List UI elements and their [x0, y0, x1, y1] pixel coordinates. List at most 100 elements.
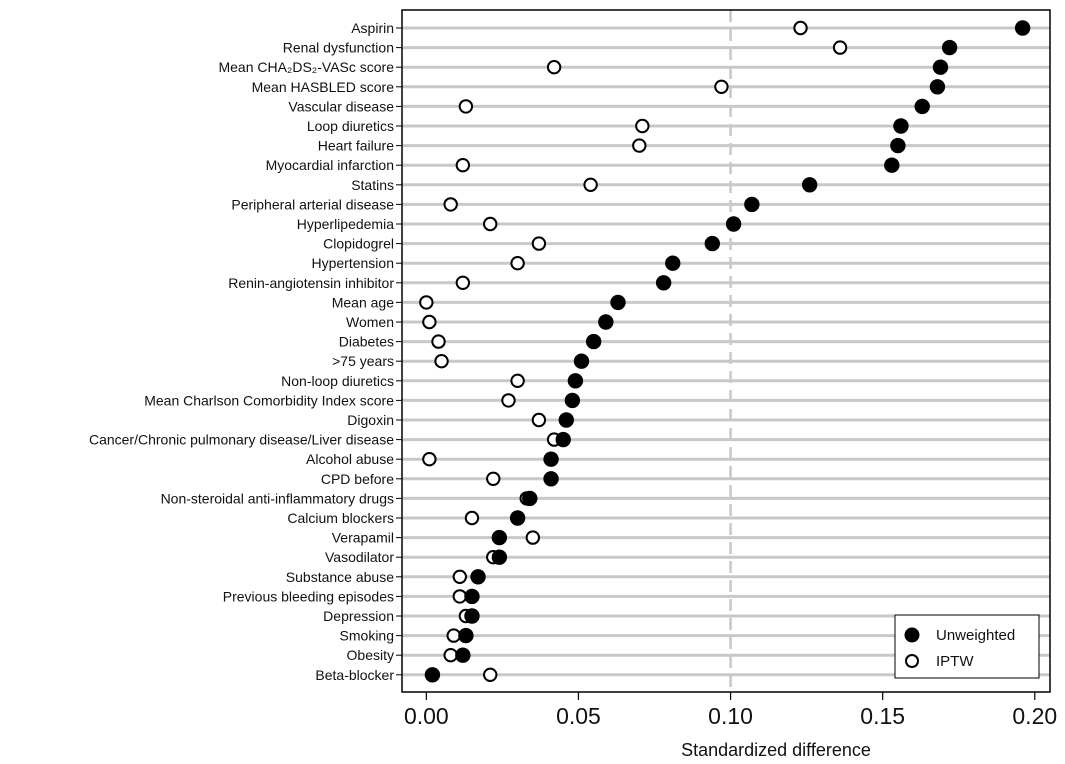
x-tick-label: 0.00: [404, 703, 449, 729]
point-unweighted: [558, 412, 574, 428]
y-tick-label: Renal dysfunction: [283, 40, 394, 56]
point-unweighted: [1014, 20, 1031, 36]
point-iptw: [422, 452, 437, 467]
point-iptw: [483, 216, 498, 232]
point-iptw: [635, 118, 650, 134]
y-tick-label: Cancer/Chronic pulmonary disease/Liver d…: [89, 432, 394, 448]
point-unweighted: [464, 608, 480, 624]
point-unweighted: [555, 431, 571, 448]
point-unweighted: [522, 490, 538, 507]
point-unweighted: [655, 275, 672, 291]
point-iptw: [452, 569, 468, 584]
y-tick-label: Women: [346, 314, 394, 330]
point-unweighted: [914, 98, 930, 115]
y-tick-label: Mean CHA₂DS₂-VASc score: [218, 59, 394, 75]
point-iptw: [531, 412, 547, 428]
point-iptw: [434, 354, 449, 369]
point-iptw: [714, 79, 729, 95]
point-iptw: [501, 393, 516, 408]
point-iptw: [419, 295, 434, 310]
point-unweighted: [573, 353, 590, 369]
point-iptw: [546, 59, 562, 75]
x-axis-label: Standardized difference: [681, 740, 871, 760]
y-tick-label: Aspirin: [351, 20, 394, 36]
point-unweighted: [893, 118, 909, 134]
point-unweighted: [509, 510, 526, 526]
y-tick-label: >75 years: [332, 353, 394, 369]
legend-box: [894, 614, 1040, 679]
y-tick-label: Digoxin: [347, 412, 394, 428]
point-unweighted: [929, 79, 946, 95]
point-unweighted: [665, 255, 681, 271]
y-tick-label: Loop diuretics: [307, 118, 394, 134]
point-iptw: [832, 40, 848, 55]
point-iptw: [632, 138, 647, 153]
point-iptw: [483, 667, 498, 682]
point-unweighted: [941, 39, 958, 56]
y-tick-label: Substance abuse: [286, 569, 394, 585]
y-tick-label: Vasodilator: [325, 549, 394, 565]
y-tick-label: Smoking: [340, 628, 394, 644]
y-tick-label: Myocardial infarction: [266, 157, 394, 173]
x-axis: 0.00 0.05 0.10 0.15 0.20: [404, 692, 1057, 729]
y-tick-labels: Aspirin Renal dysfunction Mean CHA₂DS₂-VAS…: [89, 20, 402, 683]
point-unweighted: [455, 647, 471, 663]
point-iptw: [422, 314, 437, 330]
y-tick-label: Beta-blocker: [315, 667, 394, 683]
point-iptw: [455, 158, 471, 173]
point-iptw: [452, 589, 468, 604]
y-tick-label: Mean age: [332, 294, 394, 310]
row-gridlines: [402, 26, 1050, 677]
point-iptw: [525, 530, 541, 545]
point-iptw: [458, 99, 474, 114]
point-unweighted: [464, 588, 480, 605]
y-tick-label: Non-loop diuretics: [281, 373, 394, 389]
point-iptw: [510, 256, 525, 271]
y-tick-label: Previous bleeding episodes: [223, 588, 394, 604]
y-tick-label: Mean Charlson Comorbidity Index score: [144, 392, 394, 408]
y-tick-label: Peripheral arterial disease: [231, 196, 394, 212]
y-tick-label: Verapamil: [332, 530, 394, 546]
y-tick-label: Statins: [351, 177, 394, 193]
legend: Unweighted IPTW: [894, 614, 1040, 679]
y-tick-label: Hypertension: [312, 255, 395, 271]
y-tick-label: Renin-angiotensin inhibitor: [228, 275, 394, 291]
point-unweighted: [725, 216, 742, 232]
point-unweighted: [543, 451, 559, 467]
x-tick-label: 0.05: [556, 703, 601, 729]
plot-frame: [401, 9, 1051, 693]
y-tick-label: CPD before: [321, 471, 394, 487]
y-tick-label: Alcohol abuse: [306, 451, 394, 467]
point-unweighted: [884, 157, 900, 173]
point-unweighted: [704, 235, 721, 252]
point-iptw: [793, 20, 808, 36]
y-tick-label: Calcium blockers: [287, 510, 394, 526]
point-iptw: [443, 197, 458, 212]
legend-label-unweighted: Unweighted: [936, 627, 1015, 644]
point-unweighted: [424, 667, 441, 683]
y-tick-label: Clopidogrel: [323, 236, 394, 252]
point-iptw: [531, 236, 547, 251]
point-unweighted: [470, 569, 486, 585]
point-iptw: [443, 648, 458, 663]
x-tick-label: 0.15: [860, 703, 905, 729]
point-unweighted: [598, 314, 614, 330]
point-iptw: [455, 275, 471, 290]
point-iptw: [510, 373, 525, 388]
legend-marker-iptw: [905, 654, 919, 668]
point-iptw: [583, 177, 598, 193]
point-iptw: [464, 510, 480, 526]
point-unweighted: [801, 177, 818, 193]
legend-label-iptw: IPTW: [936, 653, 974, 670]
point-iptw: [446, 628, 461, 643]
y-tick-label: Non-steroidal anti-inflammatory drugs: [161, 490, 394, 506]
data-points: [419, 20, 1031, 683]
y-tick-label: Depression: [323, 608, 394, 624]
y-tick-label: Hyperlipedemia: [297, 216, 394, 232]
point-unweighted: [543, 471, 559, 487]
point-unweighted: [564, 392, 581, 409]
point-unweighted: [458, 627, 474, 644]
legend-marker-unweighted: [904, 627, 920, 643]
point-unweighted: [491, 529, 508, 546]
